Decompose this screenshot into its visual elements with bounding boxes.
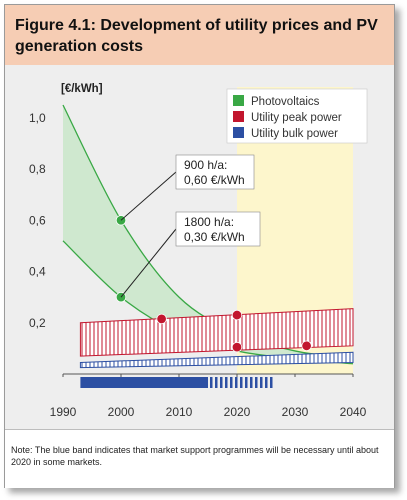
legend-swatch	[233, 111, 244, 122]
support-bar-stripe	[260, 377, 263, 388]
annotation-leader-line	[120, 228, 177, 298]
support-bar-stripe	[235, 377, 238, 388]
x-tick-label: 2000	[108, 405, 135, 419]
support-bar-stripe	[255, 377, 258, 388]
data-point-marker	[231, 309, 243, 321]
y-tick-label: 0,8	[29, 162, 46, 176]
legend-label: Photovoltaics	[251, 96, 320, 108]
legend-swatch	[233, 95, 244, 106]
pv-band-fill	[63, 105, 353, 364]
support-bar-stripe	[225, 377, 228, 388]
x-tick-label: 2010	[166, 405, 193, 419]
y-unit-label: [€/kWh]	[61, 83, 103, 95]
annotation-box	[175, 211, 261, 247]
support-bar-stripe	[215, 377, 218, 388]
x-tick-label: 2040	[340, 405, 367, 419]
y-tick-label: 0,6	[29, 213, 46, 227]
support-bar-stripe	[265, 377, 268, 388]
legend-label: Utility bulk power	[251, 128, 338, 140]
annotation-line2: 0,30 €/kWh	[184, 230, 245, 244]
annotation-line1: 900 h/a:	[184, 158, 227, 172]
data-point-marker	[231, 341, 243, 353]
figure-note: Note: The blue band indicates that marke…	[11, 445, 379, 467]
chart-area: 1990 2000 2010 2020 2030 2040 0,2 0,4 0,6 0,8 1,0 […	[5, 65, 394, 429]
support-bar-stripe	[270, 377, 273, 388]
data-point-marker	[156, 313, 167, 325]
annotation-line1: 1800 h/a:	[184, 215, 234, 229]
figure-frame: Figure 4.1: Development of utility price…	[4, 4, 395, 488]
bulk-power-band	[79, 351, 354, 369]
annotation-line2: 0,60 €/kWh	[184, 173, 245, 187]
y-tick-label: 0,2	[29, 316, 46, 330]
support-bar-solid	[80, 377, 208, 388]
figure-title: Figure 4.1: Development of utility price…	[15, 17, 378, 55]
annotation-leader-line	[120, 171, 177, 221]
pv-upper-line	[62, 104, 354, 360]
x-tick-label: 2020	[224, 405, 251, 419]
support-bar-stripe	[245, 377, 248, 388]
legend-swatch	[233, 127, 244, 138]
support-bar-stripe	[240, 377, 243, 388]
y-tick-label: 0,4	[29, 265, 46, 279]
support-bar-stripe	[220, 377, 223, 388]
support-bar-stripe	[230, 377, 233, 388]
data-point-marker	[301, 340, 312, 352]
legend-label: Utility peak power	[251, 112, 342, 124]
x-tick-label: 2030	[282, 405, 309, 419]
y-tick-label: 1,0	[29, 111, 46, 125]
support-bar-stripe	[250, 377, 253, 388]
chart: 1990 2000 2010 2020 2030 2040 0,2 0,4 0,6 0,8 1,0 […	[29, 83, 368, 419]
note-area: Note: The blue band indicates that marke…	[5, 429, 394, 488]
title-bar: Figure 4.1: Development of utility price…	[5, 5, 394, 65]
annotation-box	[175, 154, 255, 190]
legend-box	[226, 88, 368, 144]
peak-power-band	[79, 308, 354, 357]
x-tick-label: 1990	[50, 405, 77, 419]
support-bar-stripe	[210, 377, 213, 388]
